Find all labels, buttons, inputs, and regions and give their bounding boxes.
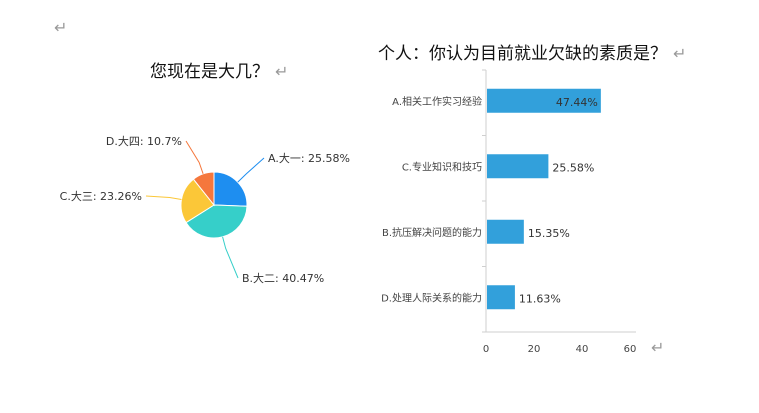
x-tick-label: 40 bbox=[576, 344, 589, 355]
paragraph-mark: ↵ bbox=[275, 62, 288, 81]
pie-chart-title: 您现在是大几？ bbox=[150, 62, 269, 82]
pie-chart: A.大一: 25.58% B.大二: 40.47% C.大三: 23.26% D.大四… bbox=[60, 134, 350, 285]
x-tick-label: 20 bbox=[528, 344, 541, 355]
pie-slice-label: A.大一: 25.58% bbox=[268, 151, 350, 165]
paragraph-mark: ↵ bbox=[54, 18, 67, 37]
pie-leader-line bbox=[237, 157, 265, 183]
pie-leader-line bbox=[185, 140, 204, 175]
pie-slice-label: B.大二: 40.47% bbox=[242, 271, 324, 285]
bar-value-label: 47.44% bbox=[556, 96, 598, 109]
category-label: B.抗压解决问题的能力 bbox=[382, 226, 482, 239]
paragraph-mark: ↵ bbox=[673, 44, 686, 63]
bar bbox=[487, 219, 524, 244]
pie-slice bbox=[213, 171, 248, 207]
pie-slice-label: C.大三: 23.26% bbox=[60, 189, 142, 203]
pie-leader-line bbox=[222, 236, 239, 279]
bar-value-label: 25.58% bbox=[552, 161, 594, 174]
pie-leader-line bbox=[145, 195, 182, 200]
bar-value-label: 11.63% bbox=[519, 292, 561, 305]
pie-slice bbox=[192, 171, 215, 207]
bar-chart-title: 个人：你认为目前就业欠缺的素质是？ bbox=[378, 44, 667, 64]
bar-value-label: 15.35% bbox=[528, 227, 570, 240]
category-label: D.处理人际关系的能力 bbox=[381, 291, 482, 304]
bar bbox=[487, 88, 601, 113]
category-label: A.相关工作实习经验 bbox=[392, 95, 482, 108]
pie-slice bbox=[180, 178, 215, 224]
category-label: C.专业知识和技巧 bbox=[402, 160, 482, 173]
x-tick-label: 0 bbox=[483, 344, 489, 355]
paragraph-mark: ↵ bbox=[651, 338, 664, 357]
bar bbox=[487, 154, 549, 179]
x-tick-label: 60 bbox=[624, 344, 637, 355]
bar-chart: A.相关工作实习经验 47.44% C.专业知识和技巧 25.58% B.抗压解决问题的… bbox=[381, 69, 637, 355]
pie-slice-label: D.大四: 10.7% bbox=[106, 134, 182, 148]
bar bbox=[487, 285, 515, 310]
